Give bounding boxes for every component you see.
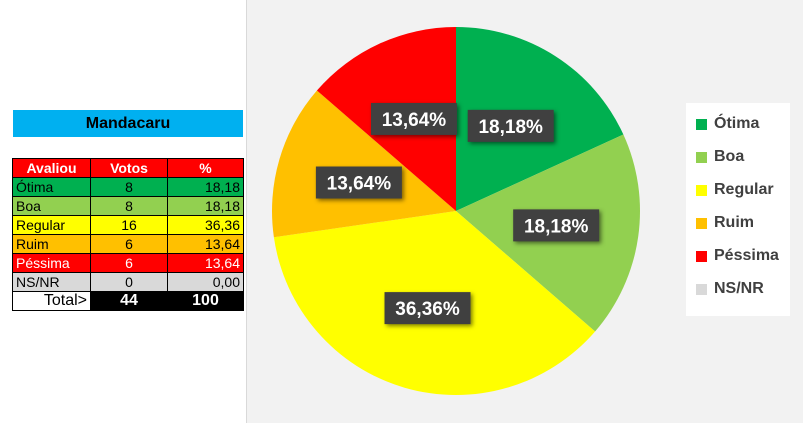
legend-swatch: [696, 250, 707, 262]
chart-legend: Ótima Boa Regular Ruim Péssima NS/NR: [686, 103, 790, 316]
row-votes: 8: [90, 196, 168, 216]
row-votes: 16: [90, 215, 168, 235]
row-percent: 18,18: [167, 196, 244, 216]
data-label: 13,64%: [370, 102, 457, 135]
legend-item: Ótima: [696, 115, 759, 133]
total-label: Total>: [12, 291, 91, 311]
legend-label: Regular: [714, 181, 774, 198]
row-percent: 0,00: [167, 272, 244, 292]
data-label-text: 36,36%: [395, 299, 460, 320]
table-row: Regular 16 36,36: [12, 215, 244, 235]
votes-table: Avaliou Votos % Ótima 8 18,18 Boa 8 18,18 Regu…: [12, 158, 244, 311]
legend-swatch: [696, 118, 707, 130]
legend-label: NS/NR: [714, 280, 764, 297]
table-row: NS/NR 0 0,00: [12, 272, 244, 292]
row-votes: 6: [90, 253, 168, 273]
data-label: 36,36%: [384, 292, 471, 325]
total-row: Total> 44 100: [12, 291, 244, 311]
legend-swatch: [696, 217, 707, 229]
table-row: Ótima 8 18,18: [12, 177, 244, 197]
legend-swatch: [696, 283, 707, 295]
table-row: Péssima 6 13,64: [12, 253, 244, 273]
total-percent: 100: [167, 291, 244, 311]
row-label: Péssima: [12, 253, 91, 273]
pie-slice-ruim: [271, 90, 456, 238]
data-label: 18,18%: [467, 109, 554, 142]
data-label-text: 18,18%: [478, 117, 543, 138]
legend-label: Boa: [714, 148, 745, 165]
data-label: 18,18%: [513, 209, 600, 242]
data-label-text: 13,64%: [382, 110, 447, 131]
table-title: Mandacaru: [13, 110, 243, 137]
legend-swatch: [696, 184, 707, 196]
row-votes: 0: [90, 272, 168, 292]
row-votes: 8: [90, 177, 168, 197]
data-label: 13,64%: [315, 166, 402, 199]
legend-label: Péssima: [714, 247, 779, 264]
legend-item: Boa: [696, 148, 744, 166]
data-panel: Mandacaru Avaliou Votos % Ótima 8 18,18 Boa…: [0, 0, 246, 423]
legend-item: Ruim: [696, 214, 754, 232]
row-percent: 18,18: [167, 177, 244, 197]
total-votes: 44: [90, 291, 168, 311]
legend-item: NS/NR: [696, 280, 764, 298]
legend-swatch: [696, 151, 707, 163]
row-label: Regular: [12, 215, 91, 235]
data-label-text: 18,18%: [524, 216, 589, 237]
legend-item: Regular: [696, 181, 774, 199]
legend-item: Péssima: [696, 247, 779, 265]
legend-label: Ruim: [714, 214, 754, 231]
row-votes: 6: [90, 234, 168, 254]
legend-label: Ótima: [714, 115, 760, 132]
data-label-text: 13,64%: [327, 174, 392, 195]
row-label: NS/NR: [12, 272, 91, 292]
